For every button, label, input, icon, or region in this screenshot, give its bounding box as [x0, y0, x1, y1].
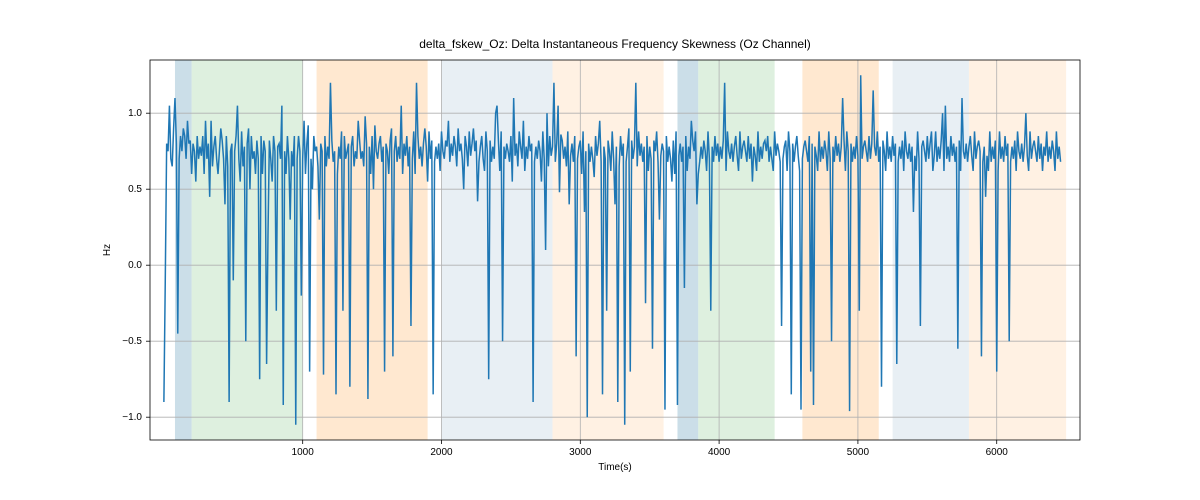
- y-axis: −1.0 −0.5 0.0 0.5 1.0 Hz: [102, 108, 150, 423]
- x-axis: 1000 2000 3000 4000 5000 6000 Time(s): [292, 440, 1009, 473]
- x-axis-label: Time(s): [598, 462, 632, 473]
- x-tick-label: 6000: [986, 447, 1009, 458]
- x-tick-label: 3000: [569, 447, 592, 458]
- chart-container: 1000 2000 3000 4000 5000 6000 Time(s) −1.0 −0.5 0…: [0, 0, 1200, 500]
- x-tick-label: 2000: [430, 447, 453, 458]
- band: [677, 60, 698, 440]
- x-tick-label: 1000: [292, 447, 315, 458]
- y-tick-label: 1.0: [128, 108, 142, 119]
- x-tick-label: 4000: [708, 447, 731, 458]
- band: [553, 60, 664, 440]
- y-axis-label: Hz: [102, 244, 113, 256]
- band: [969, 60, 1066, 440]
- y-tick-label: 0.0: [128, 260, 142, 271]
- chart-svg: 1000 2000 3000 4000 5000 6000 Time(s) −1.0 −0.5 0…: [0, 0, 1200, 500]
- y-tick-label: −0.5: [122, 336, 142, 347]
- chart-title: delta_fskew_Oz: Delta Instantaneous Freq…: [419, 37, 811, 51]
- y-tick-label: 0.5: [128, 184, 142, 195]
- x-tick-label: 5000: [847, 447, 870, 458]
- y-tick-label: −1.0: [122, 412, 142, 423]
